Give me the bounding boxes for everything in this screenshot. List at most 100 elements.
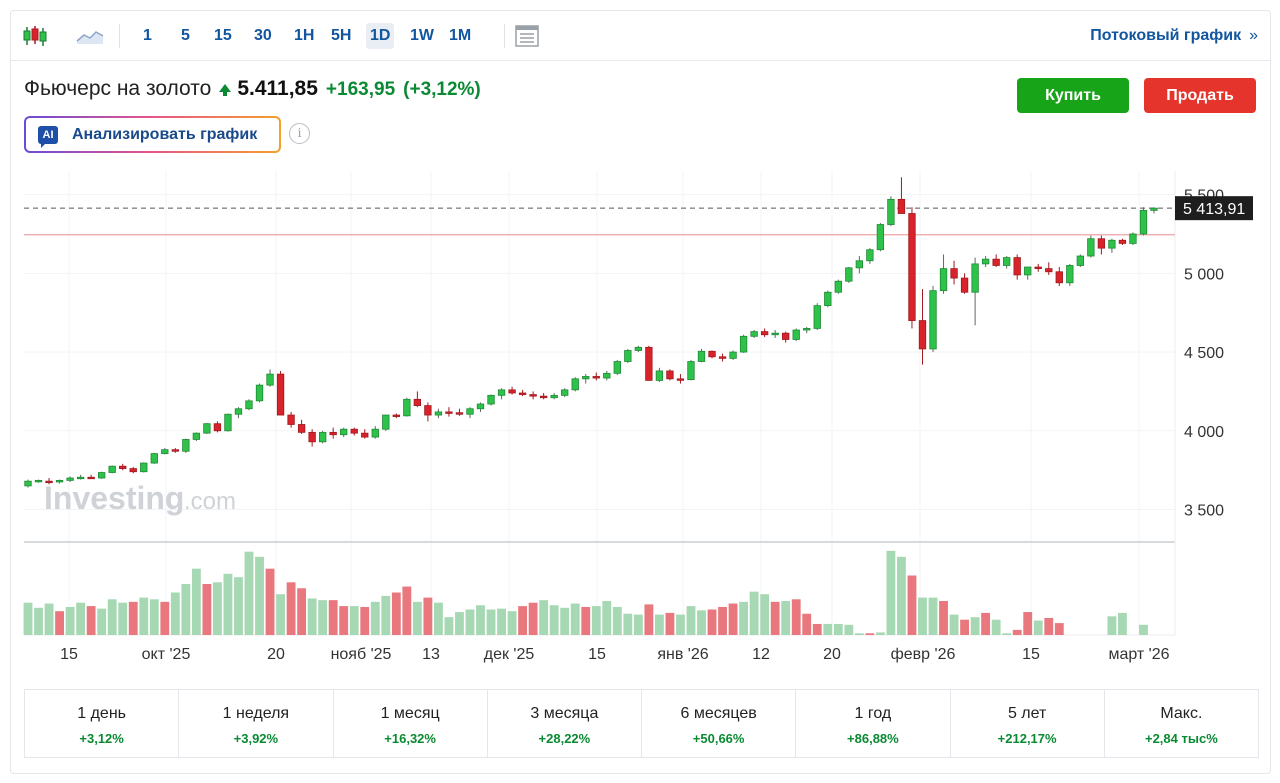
period-cell[interactable]: 1 год +86,88%	[796, 690, 951, 757]
candle-body	[1003, 257, 1011, 266]
candle-body	[582, 376, 590, 380]
volume-bar	[1107, 616, 1117, 635]
volume-bar	[676, 614, 685, 635]
volume-bar	[1139, 624, 1148, 635]
buy-button[interactable]: Купить	[1017, 78, 1129, 113]
timeframe-15-button[interactable]: 15	[214, 27, 232, 44]
candle-body	[255, 384, 264, 402]
candle-body	[771, 332, 779, 336]
area-chart-icon[interactable]	[75, 24, 105, 48]
candle-body	[908, 213, 916, 321]
volume-bar	[791, 599, 801, 635]
candle-body	[340, 428, 348, 436]
period-performance-table: 1 день +3,12% 1 неделя +3,92% 1 месяц +16,32%…	[24, 689, 1259, 758]
period-cell[interactable]: Макс. +2,84 тыс%	[1105, 690, 1258, 757]
period-cell[interactable]: 1 месяц +16,32%	[334, 690, 488, 757]
streaming-chart-link[interactable]: Потоковый график »	[1090, 27, 1258, 45]
sell-button[interactable]: Продать	[1144, 78, 1256, 113]
period-label: 1 день	[77, 705, 126, 722]
last-price: 5.411,85	[237, 77, 318, 100]
volume-bar	[328, 600, 338, 635]
timeframe-5-button[interactable]: 5	[181, 27, 190, 44]
candle-body	[297, 424, 306, 433]
timeframe-1w-button[interactable]: 1W	[410, 27, 434, 44]
candle-body	[287, 414, 295, 425]
volume-bar	[455, 612, 464, 635]
volume-bar	[223, 573, 233, 635]
volume-bar	[170, 592, 180, 635]
candle-body	[413, 398, 422, 406]
period-change: +3,12%	[79, 731, 124, 746]
candle-body	[1139, 209, 1148, 235]
candle-body	[571, 378, 579, 391]
volume-bar	[349, 606, 359, 635]
timeframe-30-button[interactable]: 30	[254, 27, 272, 44]
timeframe-5h-button[interactable]: 5H	[331, 27, 352, 44]
period-change: +3,92%	[233, 731, 279, 746]
candle-body	[603, 372, 611, 379]
period-label: 6 месяцев	[680, 705, 757, 722]
candle-body	[824, 291, 832, 307]
volume-bar	[370, 601, 380, 635]
volume-bar	[886, 550, 896, 635]
volume-bar	[444, 617, 454, 635]
info-icon[interactable]: i	[289, 123, 310, 144]
volume-bar	[476, 605, 485, 635]
candle-body	[140, 462, 148, 473]
volume-bar	[875, 632, 885, 635]
candle-body	[497, 389, 506, 396]
candle-body	[1097, 238, 1106, 249]
volume-bar	[1044, 618, 1054, 635]
candle-body	[729, 351, 737, 359]
candlestick-chart-icon[interactable]	[21, 24, 49, 48]
candle-body	[34, 479, 43, 483]
timeframe-1m-button[interactable]: 1M	[449, 27, 472, 44]
candle-body	[98, 472, 106, 479]
volume-bar	[234, 577, 243, 635]
timeframe-1-button[interactable]: 1	[143, 27, 152, 44]
candle-body	[539, 395, 548, 399]
volume-bar	[265, 568, 275, 635]
candle-body	[266, 373, 274, 386]
chart-layout-icon[interactable]	[513, 24, 541, 48]
y-axis-tick-label: 4 000	[1184, 424, 1224, 441]
volume-bar	[718, 606, 727, 635]
volume-bar	[970, 617, 980, 635]
period-cell[interactable]: 6 месяцев +50,66%	[642, 690, 797, 757]
x-axis-tick-label: 15	[1022, 646, 1040, 663]
price-change-percent: (+3,12%)	[403, 79, 481, 100]
volume-bar	[486, 609, 496, 635]
period-cell[interactable]: 3 месяца +28,22%	[488, 690, 642, 757]
volume-bar	[65, 606, 75, 635]
period-cell[interactable]: 1 неделя +3,92%	[179, 690, 334, 757]
volume-bar	[286, 582, 296, 635]
volume-bar	[833, 623, 843, 635]
volume-bar	[423, 597, 433, 635]
volume-bar	[665, 612, 675, 635]
candle-body	[1066, 265, 1074, 284]
volume-bar	[644, 604, 654, 635]
volume-bar	[128, 601, 138, 635]
y-axis-tick-label: 3 500	[1184, 503, 1224, 520]
double-chevron-right-icon: »	[1249, 27, 1258, 44]
ai-badge-icon: AI	[38, 125, 58, 148]
streaming-chart-label: Потоковый график	[1090, 27, 1242, 44]
timeframe-1h-button[interactable]: 1H	[294, 27, 315, 44]
volume-bar	[139, 597, 149, 635]
x-axis-tick-label: 15	[60, 646, 78, 663]
candle-body	[45, 480, 53, 484]
timeframe-1d-button[interactable]: 1D	[366, 23, 395, 49]
period-cell[interactable]: 1 день +3,12%	[25, 690, 180, 757]
period-cell[interactable]: 5 лет +212,17%	[951, 690, 1105, 757]
candle-body	[424, 405, 432, 416]
period-change: +50,66%	[692, 731, 745, 746]
candle-body	[276, 373, 285, 416]
candle-body	[487, 394, 495, 405]
volume-bar	[391, 592, 401, 635]
analyze-chart-button[interactable]: AI Анализировать график	[24, 116, 281, 153]
candle-body	[129, 468, 137, 473]
candle-body	[161, 449, 169, 455]
candle-body	[1118, 239, 1127, 244]
volume-bar	[1012, 629, 1022, 635]
